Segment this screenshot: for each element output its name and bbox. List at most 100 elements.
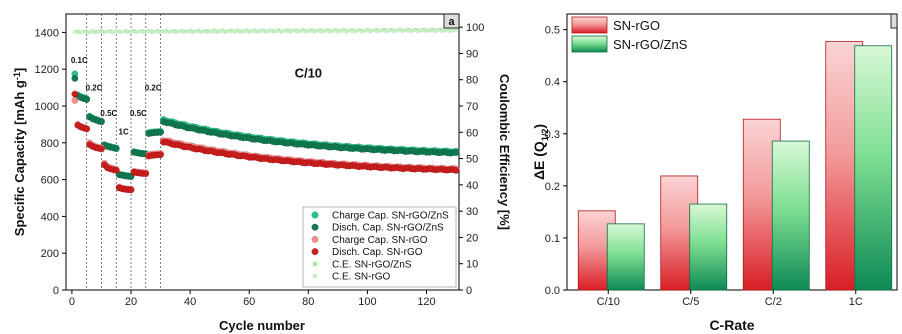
- data-point: [250, 29, 254, 33]
- data-point: [71, 97, 79, 104]
- data-point: [330, 29, 334, 33]
- y2-tick-label: 0: [466, 285, 472, 297]
- data-point: [452, 167, 460, 174]
- data-point: [241, 29, 245, 34]
- data-point: [303, 30, 307, 34]
- data-point: [232, 30, 237, 34]
- data-point: [76, 30, 80, 35]
- data-point: [291, 29, 296, 33]
- x-tick-label: C/2: [765, 296, 782, 308]
- bar-series: [577, 41, 893, 291]
- data-point: [126, 31, 130, 35]
- panel-label: a: [448, 16, 455, 28]
- data-point: [348, 29, 352, 33]
- data-point: [371, 29, 375, 33]
- data-point: [129, 30, 133, 34]
- legend-label: C.E. SN-rGO: [332, 272, 391, 283]
- right-legend: SN-rGO SN-rGO/ZnS: [571, 16, 688, 53]
- bar-sn-rgo-zns-1c: [854, 45, 893, 291]
- data-point: [176, 30, 180, 34]
- right-plot-frame: [566, 13, 898, 291]
- legend-entry-charge-cap-sn-rgo-zns: Charge Cap. SN-rGO/ZnS: [311, 211, 449, 222]
- data-point: [93, 31, 98, 35]
- data-point: [268, 29, 272, 33]
- data-point: [312, 30, 316, 34]
- rate-annotation: 1C: [119, 128, 129, 137]
- data-point: [315, 29, 319, 33]
- right-y-axis-label: ΔE (Q1/2): [531, 124, 550, 180]
- data-point: [277, 29, 281, 33]
- legend-entry-disch-cap-sn-rgo-zns: Disch. Cap. SN-rGO/ZnS: [311, 223, 444, 234]
- data-point: [185, 30, 189, 34]
- right-axes-ticks: 0.0 0.1 0.2 0.3 0.4 0.5 C/10 C/5 C/2 1C: [545, 25, 863, 308]
- data-point: [111, 30, 115, 35]
- data-point: [318, 29, 322, 34]
- data-point: [212, 29, 216, 33]
- series-disch-cap-sn-rgo-zns: [71, 75, 460, 180]
- data-point: [105, 30, 109, 34]
- y-tick-label: 0.1: [545, 233, 560, 245]
- data-point: [448, 29, 452, 33]
- data-point: [215, 30, 219, 35]
- y2-tick-label: 90: [466, 48, 478, 60]
- data-point: [377, 30, 381, 34]
- bar-sn-rgo-zns-c-2: [771, 140, 810, 291]
- y-tick-label: 400: [41, 211, 59, 223]
- y-tick-label: 1000: [35, 101, 59, 113]
- data-point: [157, 151, 164, 159]
- data-point: [410, 29, 414, 34]
- y2-tick-label: 10: [466, 259, 478, 271]
- data-point: [395, 29, 399, 33]
- x-tick-label: C/10: [597, 296, 620, 308]
- data-point: [351, 28, 355, 32]
- data-point: [283, 29, 287, 33]
- data-point: [294, 30, 299, 34]
- y-tick-label: 1200: [35, 64, 59, 76]
- data-point: [439, 27, 443, 32]
- data-point: [114, 29, 118, 34]
- x-tick-label: 120: [417, 296, 435, 308]
- data-point: [167, 30, 172, 35]
- rate-annotation: C/10: [295, 65, 322, 80]
- data-point: [356, 29, 361, 33]
- data-point: [345, 30, 349, 34]
- data-point: [153, 30, 157, 34]
- x-tick-label: 60: [243, 296, 255, 308]
- data-point: [206, 30, 210, 34]
- y2-tick-label: 100: [466, 22, 484, 34]
- x-tick-label: 1C: [849, 296, 863, 308]
- data-point: [173, 30, 177, 34]
- data-point: [288, 30, 293, 34]
- y2-tick-label: 70: [466, 101, 478, 113]
- right-chart: 0.0 0.1 0.2 0.3 0.4 0.5 C/10 C/5 C/2 1C SN-rGO SN…: [531, 13, 898, 333]
- x-tick-label: 80: [302, 296, 314, 308]
- y-tick-label: 1400: [35, 27, 59, 39]
- data-point: [300, 29, 304, 33]
- data-point: [158, 31, 163, 35]
- data-point: [117, 31, 121, 35]
- data-point: [182, 30, 186, 35]
- data-point: [374, 29, 378, 33]
- left-x-axis-label: Cycle number: [219, 318, 305, 333]
- data-point: [418, 29, 423, 33]
- left-axes-ticks: 0 20 40 60 80 100 1200200400600800100012001400…: [35, 22, 485, 308]
- series-c-e-sn-rgo: [73, 28, 458, 35]
- data-point: [416, 29, 420, 34]
- legend-marker: [311, 248, 319, 256]
- data-point: [442, 29, 446, 33]
- data-point: [421, 28, 426, 33]
- data-point: [83, 125, 90, 133]
- series-charge-cap-sn-rgo-zns: [71, 70, 460, 180]
- data-point: [221, 30, 225, 34]
- data-point: [138, 29, 142, 34]
- data-point: [404, 28, 408, 33]
- left-chart: 0 20 40 60 80 100 1200200400600800100012001400…: [12, 13, 512, 333]
- data-point: [218, 29, 222, 34]
- data-point: [88, 30, 92, 34]
- data-point: [339, 29, 343, 33]
- data-point: [150, 31, 154, 35]
- data-point: [398, 29, 402, 33]
- data-point: [73, 30, 77, 34]
- legend-label: Charge Cap. SN-rGO/ZnS: [332, 211, 449, 222]
